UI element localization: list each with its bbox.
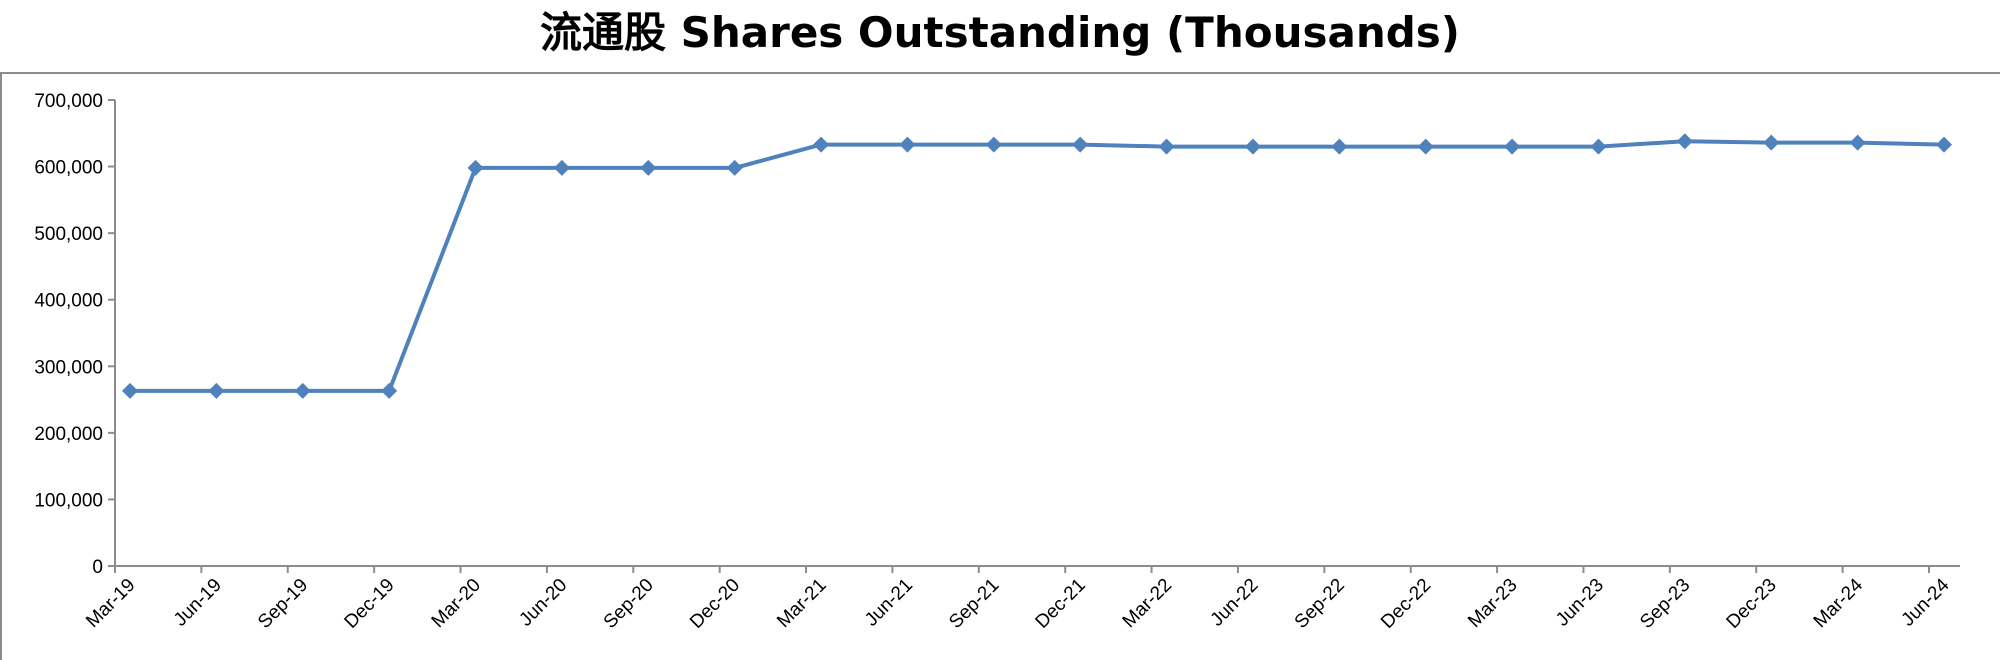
x-tick-label: Jun-22: [1207, 575, 1263, 631]
data-point-marker: [899, 136, 916, 153]
x-tick-label: Sep-23: [1636, 575, 1694, 633]
x-tick-label: Jun-19: [170, 575, 226, 631]
x-tick-label: Dec-23: [1723, 575, 1781, 633]
x-tick-label: Dec-21: [1032, 575, 1090, 633]
data-point-marker: [467, 159, 484, 176]
x-tick-label: Mar-23: [1464, 575, 1521, 632]
data-point-marker: [1158, 138, 1175, 155]
data-point-marker: [208, 382, 225, 399]
x-tick-label: Dec-20: [686, 575, 744, 633]
data-point-marker: [122, 382, 138, 399]
y-tick-label: 0: [92, 557, 103, 578]
data-point-marker: [726, 159, 743, 176]
data-point-marker: [1504, 138, 1521, 155]
x-tick-label: Sep-19: [254, 575, 312, 633]
x-tick-label: Sep-22: [1291, 575, 1349, 633]
x-tick-label: Mar-19: [82, 575, 139, 632]
data-point-marker: [381, 382, 398, 399]
x-tick-label: Jun-23: [1552, 575, 1608, 631]
x-tick-label: Mar-22: [1119, 575, 1176, 632]
y-tick-label: 500,000: [34, 224, 103, 245]
y-tick-label: 700,000: [34, 91, 103, 112]
x-tick-label: Jun-20: [516, 575, 572, 631]
data-point-marker: [1763, 134, 1780, 151]
data-point-marker: [985, 136, 1002, 153]
y-tick-label: 200,000: [34, 424, 103, 445]
y-tick-label: 100,000: [34, 490, 103, 511]
x-tick-label: Mar-20: [428, 575, 485, 632]
chart-title: 流通股 Shares Outstanding (Thousands): [540, 8, 1460, 57]
data-point-marker: [1244, 138, 1261, 155]
x-tick-label: Sep-21: [945, 575, 1003, 633]
data-point-marker: [1590, 138, 1607, 155]
data-point-marker: [813, 136, 830, 153]
chart-area-border: [0, 72, 2000, 660]
y-tick-label: 400,000: [34, 291, 103, 312]
data-point-marker: [1849, 134, 1866, 151]
y-tick-label: 300,000: [34, 357, 103, 378]
x-axis-ticks: Mar-19 Jun-19 Sep-19 Dec-19 Mar-20 Jun-20 Sep-…: [82, 566, 1954, 633]
y-tick-label: 600,000: [34, 158, 103, 179]
y-axis-ticks: 0 100,000 200,000 300,000 400,000 500,000 600,…: [34, 91, 115, 578]
series-line: [130, 139, 1945, 393]
data-point-marker: [1417, 138, 1434, 155]
series-group: [122, 133, 1952, 399]
data-point-marker: [640, 159, 657, 176]
data-point-marker: [294, 382, 311, 399]
data-point-marker: [553, 159, 570, 176]
x-tick-label: Dec-19: [341, 575, 399, 633]
x-tick-label: Sep-20: [600, 575, 658, 633]
data-point-marker: [1936, 136, 1952, 153]
x-tick-label: Mar-21: [773, 575, 830, 632]
x-tick-label: Jun-21: [861, 575, 917, 631]
x-tick-label: Dec-22: [1377, 575, 1435, 633]
data-point-marker: [1072, 136, 1089, 153]
x-tick-label: Jun-24: [1898, 574, 1954, 630]
data-point-marker: [1331, 138, 1348, 155]
x-tick-label: Mar-24: [1810, 574, 1868, 632]
axes: [114, 100, 1960, 567]
data-point-marker: [1676, 133, 1693, 150]
